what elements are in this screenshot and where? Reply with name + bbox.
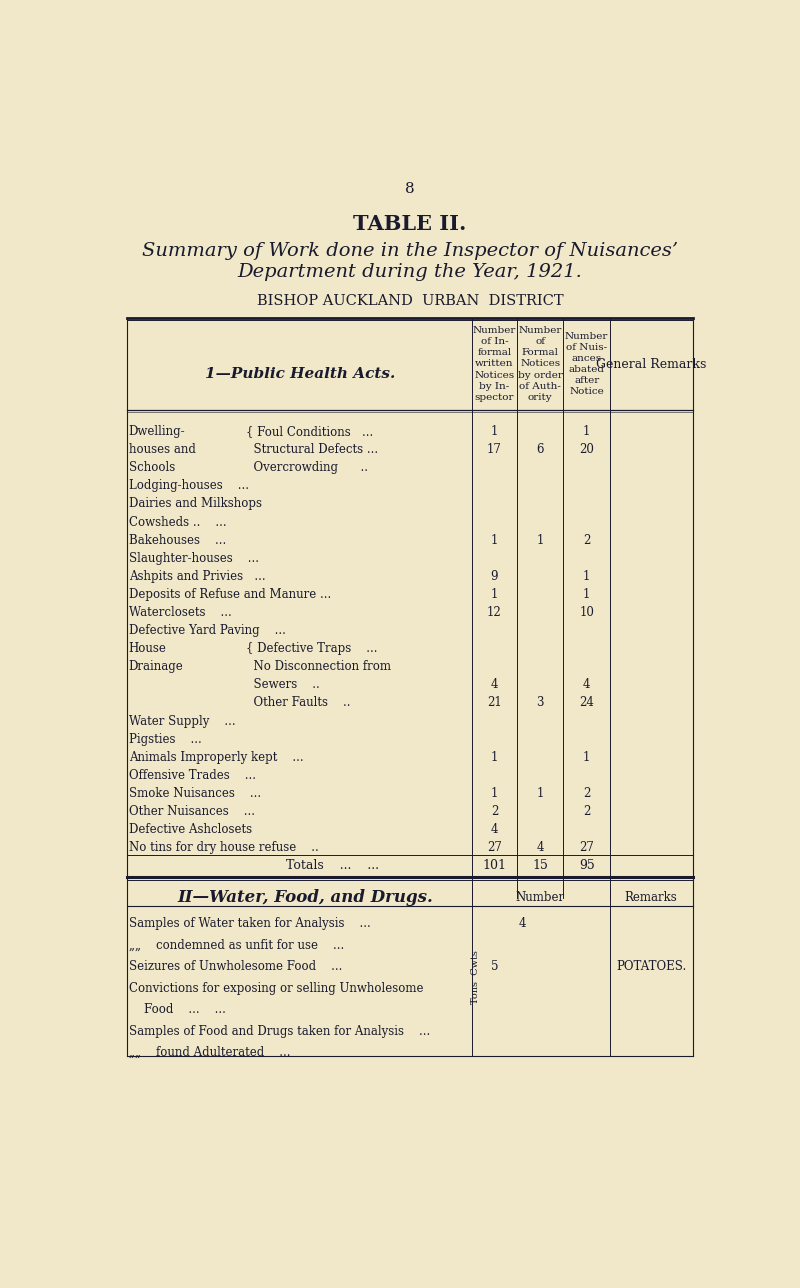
Text: Other Nuisances    ...: Other Nuisances ...	[129, 805, 254, 818]
Text: 1: 1	[490, 425, 498, 438]
Text: Slaughter-houses    ...: Slaughter-houses ...	[129, 551, 258, 564]
Text: 4: 4	[518, 917, 526, 930]
Text: { Defective Traps    ...: { Defective Traps ...	[246, 643, 378, 656]
Text: Food    ...    ...: Food ... ...	[129, 1003, 226, 1016]
Text: Dwelling-: Dwelling-	[129, 425, 186, 438]
Text: Animals Improperly kept    ...: Animals Improperly kept ...	[129, 751, 303, 764]
Text: Seizures of Unwholesome Food    ...: Seizures of Unwholesome Food ...	[129, 960, 342, 972]
Text: Smoke Nuisances    ...: Smoke Nuisances ...	[129, 787, 261, 800]
Text: „„    condemned as unfit for use    ...: „„ condemned as unfit for use ...	[129, 939, 344, 952]
Text: Lodging-houses    ...: Lodging-houses ...	[129, 479, 249, 492]
Text: 95: 95	[579, 859, 594, 872]
Text: 12: 12	[487, 607, 502, 620]
Text: 2: 2	[583, 787, 590, 800]
Text: { Foul Conditions   ...: { Foul Conditions ...	[246, 425, 373, 438]
Text: Structural Defects ...: Structural Defects ...	[246, 443, 378, 456]
Text: 1: 1	[490, 751, 498, 764]
Text: 2: 2	[583, 805, 590, 818]
Text: Number
of
Formal
Notices
by order
of Auth-
ority: Number of Formal Notices by order of Aut…	[518, 326, 562, 402]
Text: Deposits of Refuse and Manure ...: Deposits of Refuse and Manure ...	[129, 587, 331, 601]
Text: 101: 101	[482, 859, 506, 872]
Text: 1: 1	[490, 587, 498, 601]
Text: Bakehouses    ...: Bakehouses ...	[129, 533, 226, 546]
Text: No Disconnection from: No Disconnection from	[246, 661, 390, 674]
Text: 1—Public Health Acts.: 1—Public Health Acts.	[205, 367, 395, 381]
Text: Dairies and Milkshops: Dairies and Milkshops	[129, 497, 262, 510]
Text: POTATOES.: POTATOES.	[616, 960, 686, 972]
Text: General Remarks: General Remarks	[596, 358, 706, 371]
Text: Totals    ...    ...: Totals ... ...	[286, 859, 379, 872]
Text: Offensive Trades    ...: Offensive Trades ...	[129, 769, 256, 782]
Text: 4: 4	[490, 823, 498, 836]
Text: Defective Ashclosets: Defective Ashclosets	[129, 823, 252, 836]
Text: 17: 17	[487, 443, 502, 456]
Text: 1: 1	[490, 533, 498, 546]
Text: „„    found Adulterated    ...: „„ found Adulterated ...	[129, 1046, 290, 1059]
Text: Ashpits and Privies   ...: Ashpits and Privies ...	[129, 569, 266, 583]
Text: 2: 2	[490, 805, 498, 818]
Text: House: House	[129, 643, 166, 656]
Text: 4: 4	[583, 679, 590, 692]
Text: 9: 9	[490, 569, 498, 583]
Text: 1: 1	[583, 587, 590, 601]
Text: BISHOP AUCKLAND  URBAN  DISTRICT: BISHOP AUCKLAND URBAN DISTRICT	[257, 294, 563, 308]
Text: No tins for dry house refuse    ..: No tins for dry house refuse ..	[129, 841, 318, 854]
Text: TABLE II.: TABLE II.	[354, 214, 466, 234]
Text: 8: 8	[405, 182, 415, 196]
Text: 27: 27	[487, 841, 502, 854]
Text: 24: 24	[579, 697, 594, 710]
Text: Tons  Cwts: Tons Cwts	[470, 951, 480, 1005]
Text: 4: 4	[537, 841, 544, 854]
Text: Remarks: Remarks	[625, 891, 678, 904]
Text: 1: 1	[537, 787, 544, 800]
Text: Convictions for exposing or selling Unwholesome: Convictions for exposing or selling Unwh…	[129, 981, 423, 994]
Text: Sewers    ..: Sewers ..	[246, 679, 319, 692]
Text: 6: 6	[537, 443, 544, 456]
Text: 1: 1	[583, 751, 590, 764]
Text: 1: 1	[537, 533, 544, 546]
Text: Number
of In-
formal
written
Notices
by In-
spector: Number of In- formal written Notices by …	[473, 326, 516, 402]
Text: 21: 21	[487, 697, 502, 710]
Text: 15: 15	[532, 859, 548, 872]
Text: Defective Yard Paving    ...: Defective Yard Paving ...	[129, 625, 286, 638]
Text: Drainage: Drainage	[129, 661, 183, 674]
Text: Number: Number	[516, 891, 565, 904]
Text: Summary of Work done in the Inspector of Nuisances’: Summary of Work done in the Inspector of…	[142, 242, 678, 260]
Text: 4: 4	[490, 679, 498, 692]
Text: 1: 1	[583, 425, 590, 438]
Text: Overcrowding      ..: Overcrowding ..	[246, 461, 368, 474]
Text: Samples of Water taken for Analysis    ...: Samples of Water taken for Analysis ...	[129, 917, 370, 930]
Text: Water Supply    ...: Water Supply ...	[129, 715, 235, 728]
Text: 27: 27	[579, 841, 594, 854]
Text: Cowsheds ..    ...: Cowsheds .. ...	[129, 515, 226, 528]
Text: Samples of Food and Drugs taken for Analysis    ...: Samples of Food and Drugs taken for Anal…	[129, 1025, 430, 1038]
Text: II—Water, Food, and Drugs.: II—Water, Food, and Drugs.	[178, 889, 434, 905]
Text: Other Faults    ..: Other Faults ..	[246, 697, 350, 710]
Text: 1: 1	[583, 569, 590, 583]
Text: Number
of Nuis-
ances
abated
after
Notice: Number of Nuis- ances abated after Notic…	[565, 332, 608, 397]
Text: 2: 2	[583, 533, 590, 546]
Text: Department during the Year, 1921.: Department during the Year, 1921.	[238, 263, 582, 281]
Text: Schools: Schools	[129, 461, 175, 474]
Text: 3: 3	[537, 697, 544, 710]
Text: Waterclosets    ...: Waterclosets ...	[129, 607, 231, 620]
Text: 1: 1	[490, 787, 498, 800]
Text: 20: 20	[579, 443, 594, 456]
Text: houses and: houses and	[129, 443, 195, 456]
Text: 10: 10	[579, 607, 594, 620]
Text: Pigsties    ...: Pigsties ...	[129, 733, 202, 746]
Text: 5: 5	[491, 960, 499, 972]
